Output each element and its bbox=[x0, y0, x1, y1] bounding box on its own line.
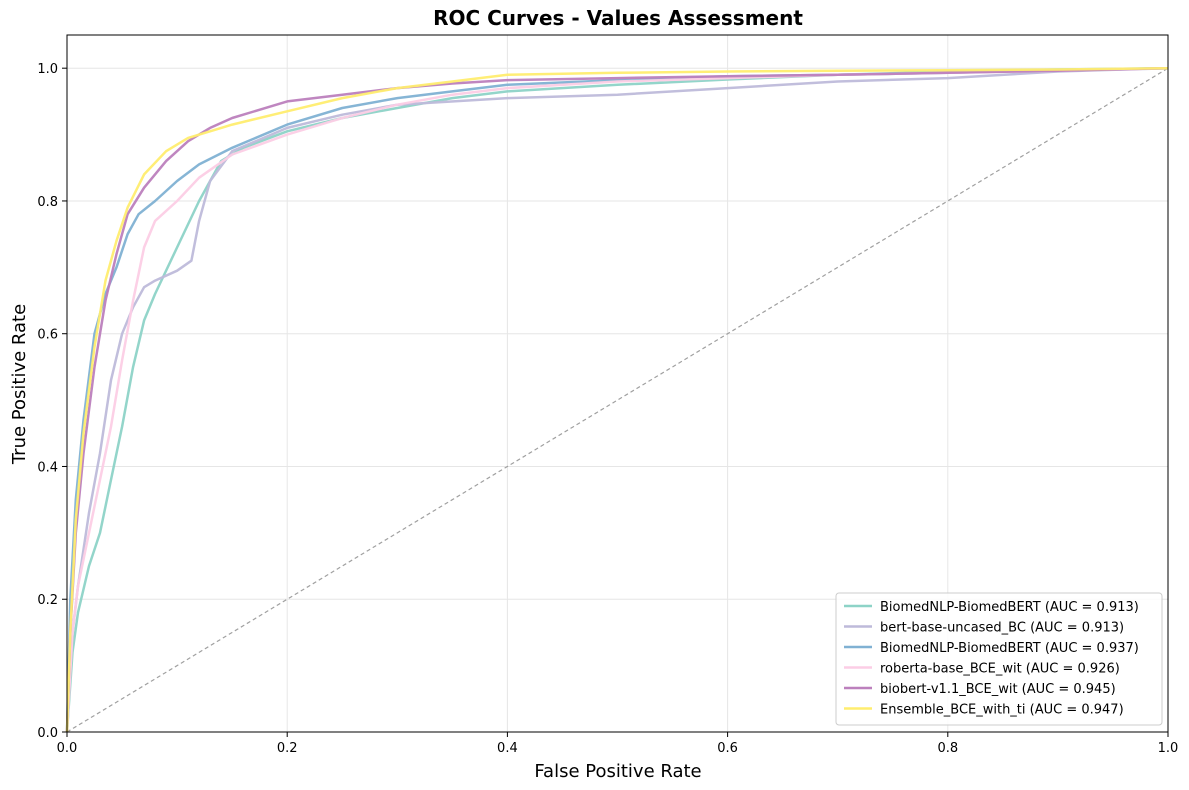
random-classifier-line bbox=[66, 67, 1169, 733]
grid-lines bbox=[66, 35, 1169, 733]
legend-entry: roberta-base_BCE_wit (AUC = 0.926) bbox=[880, 662, 1120, 677]
y-tick-label: 1.0 bbox=[37, 62, 58, 77]
x-tick-label: 0.6 bbox=[717, 741, 738, 756]
legend-entry: bert-base-uncased_BC (AUC = 0.913) bbox=[880, 621, 1124, 636]
legend-entry: BiomedNLP-BiomedBERT (AUC = 0.937) bbox=[880, 641, 1139, 656]
y-tick-label: 0.6 bbox=[37, 328, 58, 343]
y-tick-label: 0.8 bbox=[37, 195, 58, 210]
x-axis-label: False Positive Rate bbox=[534, 761, 701, 782]
x-tick-label: 0.8 bbox=[937, 741, 958, 756]
legend-entry: BiomedNLP-BiomedBERT (AUC = 0.913) bbox=[880, 600, 1139, 615]
legend: BiomedNLP-BiomedBERT (AUC = 0.913) bert-b… bbox=[835, 592, 1163, 726]
series-curves bbox=[65, 66, 1169, 733]
roc-curve-2 bbox=[65, 66, 1169, 733]
legend-entry: Ensemble_BCE_with_ti (AUC = 0.947) bbox=[880, 703, 1124, 718]
roc-curve-4 bbox=[65, 66, 1169, 733]
x-tick-label: 0.4 bbox=[497, 741, 518, 756]
legend-box bbox=[835, 592, 1163, 726]
x-tick-label: 0.2 bbox=[277, 741, 298, 756]
plot-frame bbox=[66, 34, 1169, 733]
x-tick-label: 0.0 bbox=[57, 741, 78, 756]
roc-curve-5 bbox=[65, 66, 1169, 733]
axis-ticks: 0.0 0.2 0.4 0.6 0.8 1.0 0.0 0.2 0.4 0.6 0.8 1.0 bbox=[37, 62, 1178, 756]
chart-title: ROC Curves - Values Assessment bbox=[433, 6, 803, 30]
legend-entry: biobert-v1.1_BCE_wit (AUC = 0.945) bbox=[880, 682, 1116, 697]
roc-curve-6 bbox=[65, 66, 1169, 733]
y-tick-label: 0.2 bbox=[37, 593, 58, 608]
y-tick-label: 0.4 bbox=[37, 460, 58, 475]
y-axis-label: True Positive Rate bbox=[9, 304, 30, 465]
y-tick-label: 0.0 bbox=[37, 726, 58, 741]
x-tick-label: 1.0 bbox=[1158, 741, 1179, 756]
